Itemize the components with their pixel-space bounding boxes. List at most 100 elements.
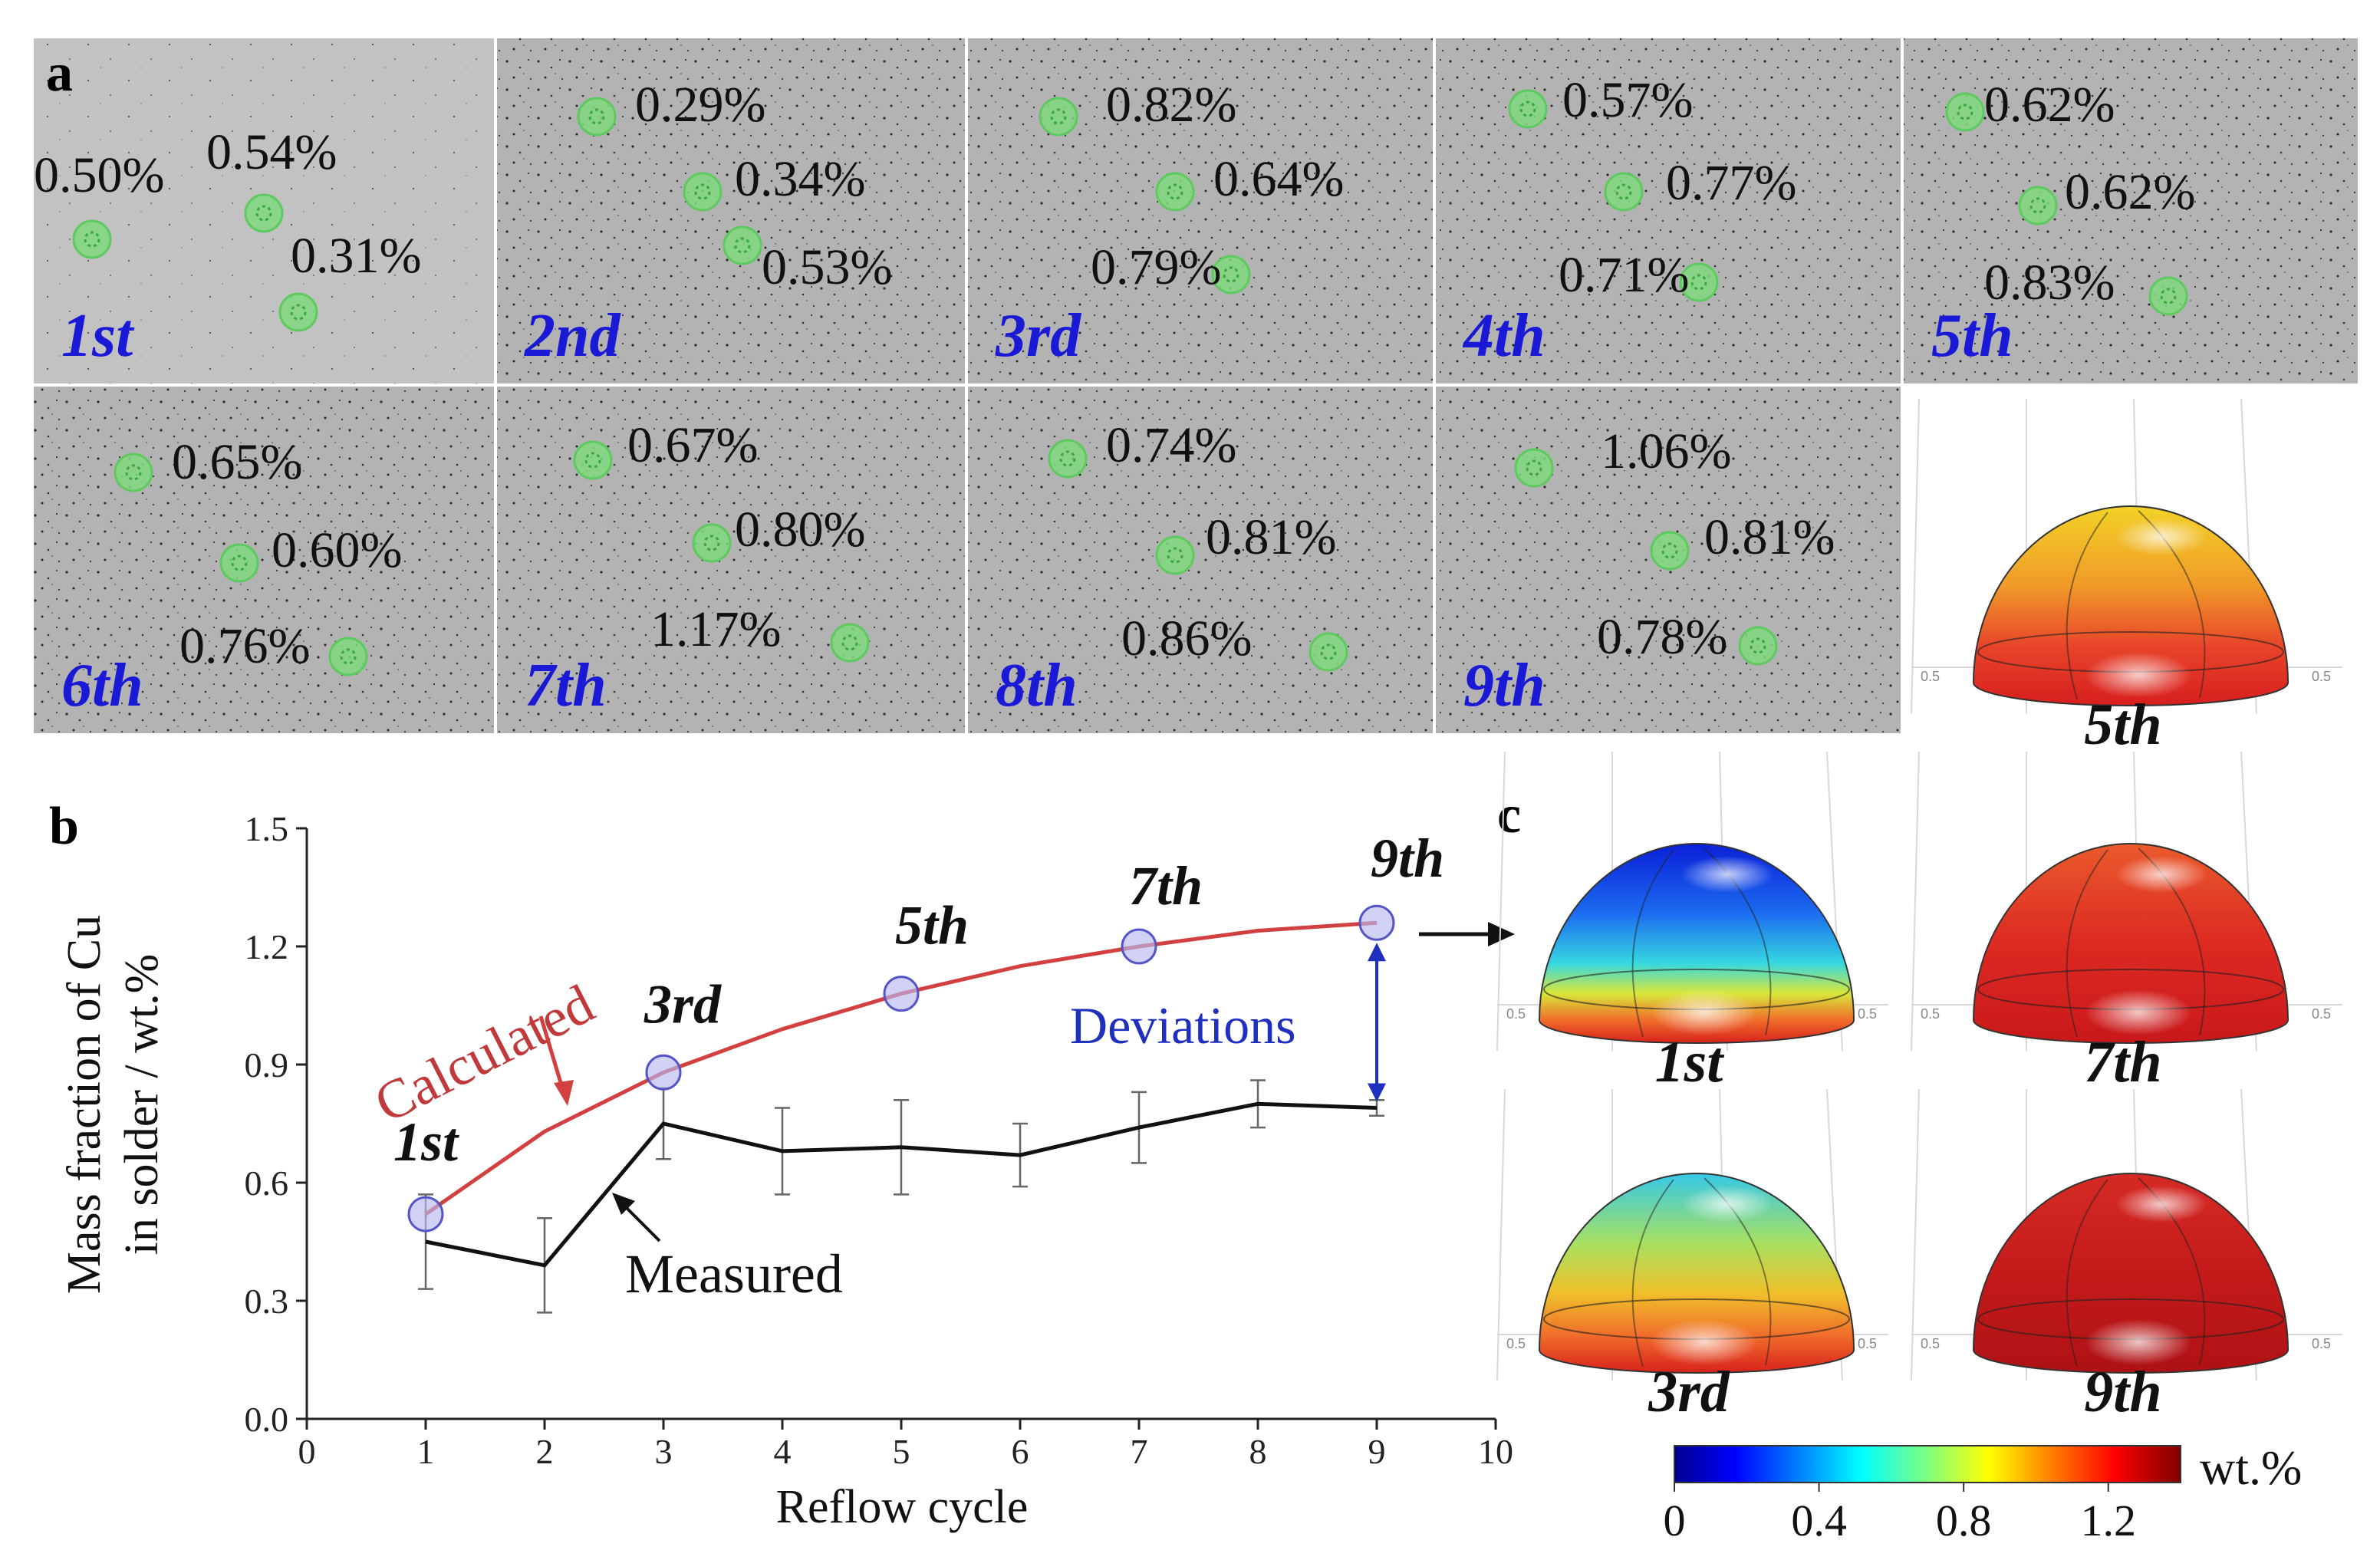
- y-tick-label: 1.5: [245, 809, 289, 848]
- measurement-spot: [683, 172, 723, 212]
- micrograph-percentage: 0.81%: [1704, 509, 1835, 565]
- measurement-spot: [72, 219, 112, 259]
- measurement-spot-center: [290, 304, 307, 321]
- micrograph-percentage: 0.34%: [735, 151, 865, 207]
- micrograph-percentage: 0.60%: [272, 522, 402, 578]
- grid-line: [1911, 751, 1920, 1052]
- dome-meridian-line: [2066, 512, 2108, 700]
- micrograph-cycle-label: 3rd: [995, 302, 1081, 370]
- micrograph-cycle-label: 7th: [525, 652, 607, 719]
- measurement-spot: [244, 193, 284, 233]
- colorbar-unit: wt.%: [2200, 1440, 2302, 1495]
- dome-highlight: [1651, 1319, 1758, 1365]
- measurement-spot: [278, 292, 318, 332]
- measurement-spot: [1945, 92, 1985, 132]
- grid-line: [1496, 751, 1506, 1052]
- dome-highlight: [2115, 1186, 2207, 1223]
- dome-highlight: [2115, 856, 2207, 893]
- highlight-point-9th: [1358, 904, 1395, 941]
- measurement-spot-center: [231, 555, 248, 571]
- dome-meridian-line: [2066, 849, 2108, 1038]
- x-tick-label: 3: [655, 1432, 673, 1471]
- micrograph-cycle-label: 1st: [61, 302, 135, 370]
- measurement-spot: [723, 225, 762, 265]
- measurement-spot: [1309, 632, 1348, 672]
- micrograph-percentage: 0.64%: [1213, 151, 1344, 207]
- measured-pointer-arrowhead: [612, 1193, 635, 1215]
- deviation-arrowhead-bottom: [1368, 1083, 1386, 1102]
- measured-series-line: [425, 1101, 1378, 1268]
- measurement-spot: [577, 97, 617, 137]
- measurement-spot-center: [125, 464, 142, 481]
- measurement-spot-center: [1059, 450, 1076, 467]
- measurement-spot-center: [1690, 274, 1707, 291]
- y-tick-label: 0.3: [245, 1282, 289, 1321]
- colorbar-tick-label: 0.8: [1936, 1496, 1992, 1545]
- micrograph-percentage: 0.31%: [291, 228, 421, 284]
- micrograph-percentage: 0.86%: [1121, 611, 1252, 666]
- measurement-spot-center: [1526, 459, 1542, 476]
- micrograph-cycle-label: 2nd: [524, 302, 621, 370]
- measurement-spot: [1514, 448, 1554, 488]
- measurement-spot-center: [1167, 183, 1183, 200]
- micrograph-percentage: 0.80%: [735, 502, 865, 558]
- measurement-spot-center: [340, 648, 357, 665]
- calculated-pointer-arrowhead: [554, 1080, 574, 1106]
- measurement-spot: [1604, 172, 1644, 212]
- micrograph-cycle-label: 8th: [996, 652, 1078, 719]
- highlight-point-1st: [407, 1196, 444, 1233]
- point-label-1st: 1st: [393, 1111, 459, 1173]
- y-axis-title-line2: in solder / wt.%: [116, 954, 168, 1256]
- dome-label-3rd: 3rd: [1648, 1360, 1730, 1424]
- grid-tick: 0.5: [1506, 1006, 1526, 1022]
- chart-plot-area: 0 1 2 3 4 5 6 7 8 9 10 0.0 0.3 0.6 0.9 1.2 1.5 1st 3rd 5th 7…: [245, 809, 1514, 1471]
- x-tick-label: 9: [1368, 1432, 1386, 1471]
- measurement-spot: [1211, 255, 1251, 295]
- dome-meridian-line: [1631, 1179, 1674, 1367]
- measurement-spot-center: [1750, 637, 1766, 654]
- measurement-spot-center: [703, 535, 720, 551]
- y-tick-label: 0.9: [245, 1045, 289, 1084]
- colorbar-tick-label: 0.4: [1791, 1496, 1847, 1545]
- simulation-dome-5th: [1972, 505, 2289, 706]
- micrograph-percentage: 0.83%: [1984, 255, 2115, 311]
- measurement-spot-center: [734, 237, 751, 254]
- micrograph-tile: [497, 387, 965, 733]
- highlight-point-5th: [883, 976, 920, 1012]
- micrograph-percentage: 0.74%: [1106, 417, 1236, 473]
- dome-label-5th: 5th: [2084, 693, 2161, 757]
- dome-highlight: [1651, 989, 1758, 1035]
- micrograph-percentage: 0.54%: [206, 124, 337, 180]
- grid-tick: 0.5: [1921, 669, 1940, 684]
- grid-line: [1911, 1088, 1920, 1381]
- measurement-spot-center: [1615, 183, 1632, 200]
- dome-highlight: [2085, 652, 2192, 698]
- colorbar-tick-label: 1.2: [2080, 1496, 2136, 1545]
- measurement-spot: [1155, 535, 1195, 575]
- micrograph-percentage: 0.53%: [762, 239, 892, 295]
- measured-pointer-line: [620, 1201, 661, 1242]
- grid-tick: 0.5: [2312, 1006, 2331, 1022]
- panel-a-micrographs: 0.50% 0.54% 0.31% 1st 0.29% 0.34% 0.53% 2nd 0.82…: [34, 38, 2358, 733]
- panel-b-chart: b Mass fraction of Cu in solder / wt.% R…: [49, 797, 1515, 1533]
- micrograph-percentage: 1.06%: [1601, 423, 1731, 479]
- x-tick-label: 1: [417, 1432, 435, 1471]
- measurement-spot-center: [1050, 108, 1067, 125]
- measurement-spot-center: [2160, 288, 2177, 304]
- grid-tick: 0.5: [1506, 1336, 1526, 1351]
- point-label-5th: 5th: [895, 895, 969, 956]
- panel-label-a: a: [46, 44, 73, 103]
- measurement-spot: [1039, 97, 1078, 137]
- micrograph-tile: [968, 387, 1433, 733]
- colorbar: [1674, 1445, 2181, 1483]
- dome-meridian-line: [1631, 849, 1674, 1038]
- measurement-spot: [1048, 439, 1088, 479]
- measurement-spot-center: [1661, 542, 1678, 559]
- micrograph-percentage: 1.17%: [650, 601, 781, 657]
- micrograph-percentage: 0.57%: [1562, 72, 1693, 128]
- grid-tick: 0.5: [1858, 1336, 1877, 1351]
- micrograph-percentage: 0.50%: [34, 147, 164, 203]
- measurement-spot: [573, 440, 613, 480]
- dome-highlight: [2115, 518, 2207, 555]
